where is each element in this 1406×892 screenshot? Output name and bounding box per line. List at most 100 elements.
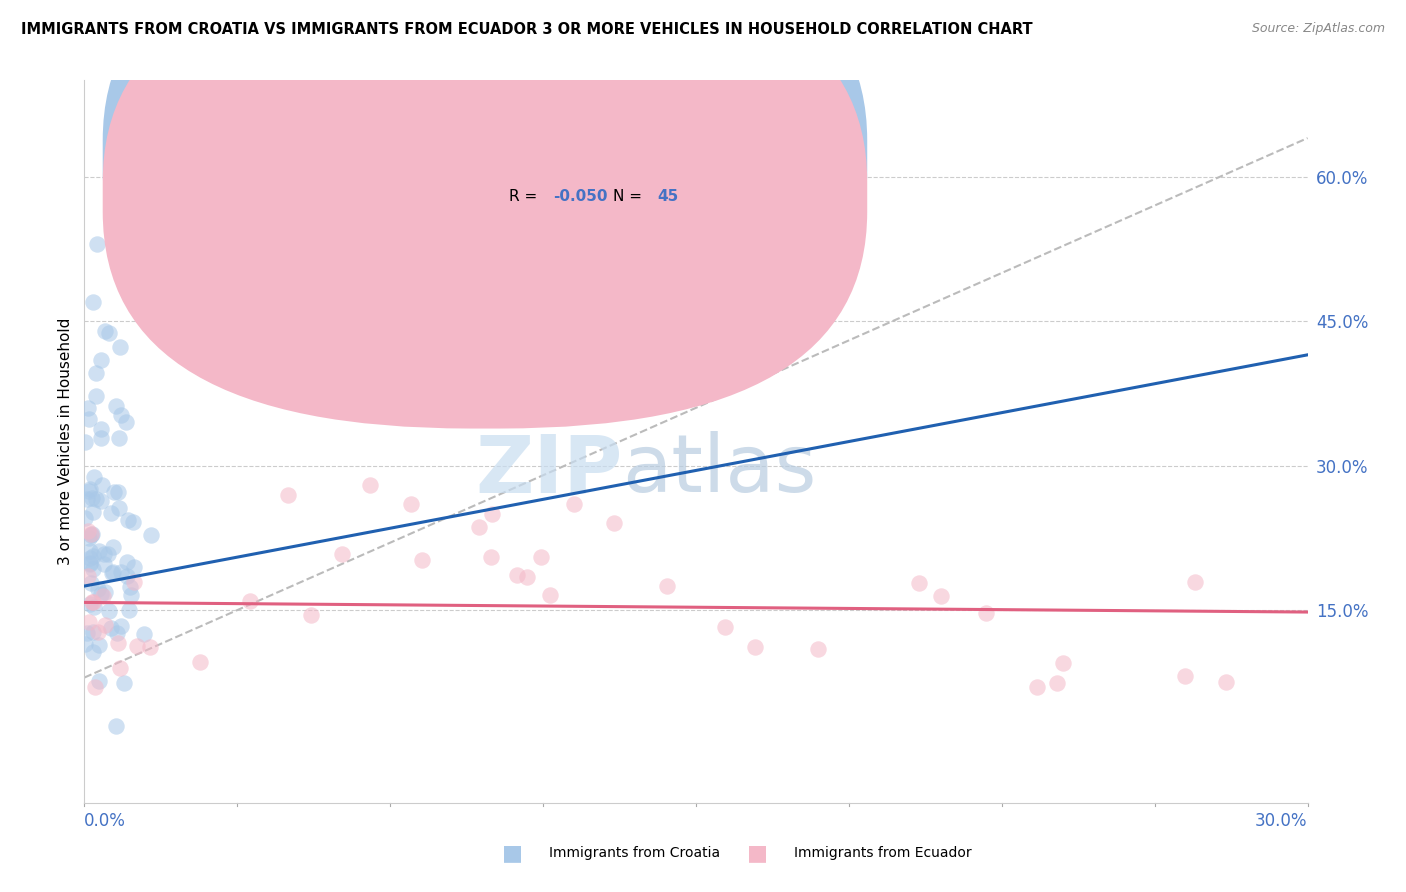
- Point: [1052, 656, 1074, 670]
- Text: ■: ■: [502, 843, 523, 863]
- Point: [100, 621, 122, 635]
- Point: [100, 506, 122, 520]
- Text: Immigrants from Ecuador: Immigrants from Ecuador: [794, 847, 972, 861]
- Point: [1174, 668, 1197, 682]
- Text: ■: ■: [747, 843, 768, 863]
- Text: 45: 45: [657, 189, 678, 204]
- Point: [79, 556, 101, 570]
- Point: [76, 626, 98, 640]
- Point: [101, 566, 124, 580]
- Point: [93, 585, 115, 599]
- Point: [139, 640, 162, 655]
- Point: [110, 408, 132, 422]
- Point: [107, 636, 129, 650]
- Point: [108, 431, 131, 445]
- Point: [117, 513, 139, 527]
- Point: [124, 574, 146, 589]
- Point: [87, 582, 110, 596]
- Point: [80, 595, 103, 609]
- Text: R =: R =: [509, 148, 537, 163]
- Text: atlas: atlas: [623, 432, 817, 509]
- Point: [97, 547, 120, 561]
- Point: [86, 237, 108, 252]
- Point: [239, 594, 262, 608]
- Point: [77, 615, 100, 629]
- Point: [80, 491, 103, 505]
- Point: [83, 680, 105, 694]
- Point: [516, 570, 538, 584]
- Point: [118, 580, 141, 594]
- Point: [118, 602, 141, 616]
- Point: [87, 638, 110, 652]
- Text: -0.050: -0.050: [553, 189, 607, 204]
- Y-axis label: 3 or more Vehicles in Household: 3 or more Vehicles in Household: [58, 318, 73, 566]
- Point: [134, 627, 156, 641]
- Point: [90, 431, 112, 445]
- Point: [83, 600, 105, 615]
- Point: [115, 568, 138, 582]
- Point: [82, 562, 104, 576]
- Text: 0.190: 0.190: [558, 148, 606, 163]
- Point: [79, 597, 101, 611]
- Point: [80, 527, 103, 541]
- Point: [1184, 574, 1206, 589]
- Point: [481, 507, 503, 521]
- Point: [110, 565, 132, 579]
- Point: [87, 673, 110, 688]
- Point: [79, 557, 101, 571]
- Point: [76, 491, 98, 506]
- Point: [77, 569, 100, 583]
- FancyBboxPatch shape: [103, 0, 868, 387]
- Point: [77, 401, 100, 415]
- Point: [87, 544, 110, 558]
- Text: R =: R =: [509, 189, 537, 204]
- Point: [75, 435, 97, 450]
- Point: [1025, 680, 1047, 694]
- Text: 76: 76: [657, 148, 678, 163]
- Point: [90, 494, 112, 508]
- Point: [77, 484, 100, 499]
- Point: [114, 415, 136, 429]
- Point: [714, 620, 737, 634]
- Point: [399, 497, 422, 511]
- Point: [86, 389, 108, 403]
- Point: [744, 640, 766, 655]
- Point: [120, 588, 142, 602]
- Point: [1215, 675, 1237, 690]
- Point: [80, 575, 103, 590]
- Point: [91, 589, 114, 603]
- Point: [82, 625, 104, 640]
- Point: [115, 555, 138, 569]
- Point: [77, 412, 100, 426]
- Point: [93, 548, 115, 562]
- Point: [93, 557, 115, 571]
- Point: [188, 655, 211, 669]
- Point: [101, 540, 124, 554]
- Point: [79, 551, 101, 566]
- Point: [87, 625, 110, 640]
- Point: [108, 340, 131, 354]
- Point: [97, 605, 120, 619]
- Point: [108, 660, 131, 674]
- Point: [79, 527, 101, 541]
- Point: [530, 550, 553, 565]
- Text: N =: N =: [613, 148, 641, 163]
- Point: [908, 576, 931, 591]
- Point: [79, 482, 101, 496]
- Point: [90, 587, 112, 601]
- Point: [75, 637, 97, 651]
- Point: [84, 366, 107, 380]
- Point: [82, 595, 104, 609]
- Point: [538, 588, 561, 602]
- Point: [75, 510, 97, 524]
- Point: [330, 547, 353, 561]
- Point: [603, 516, 626, 531]
- Point: [299, 607, 322, 622]
- Point: [82, 294, 104, 309]
- Point: [93, 324, 115, 338]
- Point: [411, 553, 433, 567]
- FancyBboxPatch shape: [446, 120, 738, 232]
- Point: [103, 565, 125, 579]
- Point: [468, 520, 491, 534]
- Point: [94, 618, 117, 632]
